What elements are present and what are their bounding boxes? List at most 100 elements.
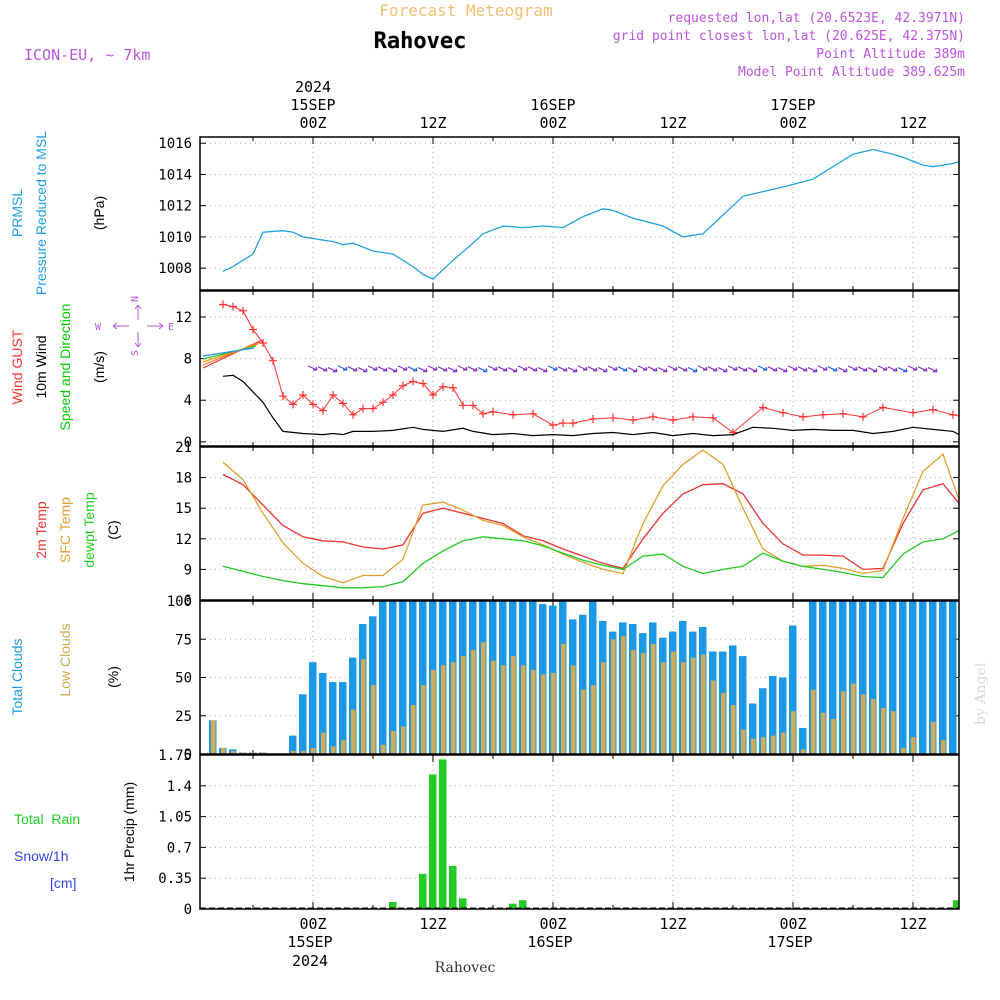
wind-arrow (737, 366, 748, 372)
low-cloud-bar (231, 750, 236, 754)
bottom-date-label: 15SEP (287, 933, 332, 951)
wind-arrow (517, 365, 528, 371)
gust-marker (229, 302, 237, 311)
pressure-grid (200, 137, 959, 290)
gust-line (222, 304, 959, 434)
total-cloud-bar (339, 682, 347, 754)
total-cloud-bar (579, 614, 587, 754)
low-cloud-bar (901, 747, 906, 754)
low-cloud-bar (401, 726, 406, 754)
temperature-plot (222, 449, 959, 589)
gust-marker (609, 413, 617, 422)
ytick-label: 21 (175, 440, 192, 456)
low-cloud-bar (331, 746, 336, 754)
wind-arrow (767, 366, 778, 372)
temperature-yticks: 6 9 12 15 18 21 (175, 440, 959, 609)
wind-arrow (637, 365, 648, 371)
low-cloud-bar (411, 705, 416, 754)
wind-arrow (457, 365, 468, 371)
snow-unit: [cm] (50, 875, 76, 891)
low-cloud-bar (611, 639, 616, 754)
wind-arrow (817, 365, 828, 371)
low-cloud-bar (581, 689, 586, 754)
low-cloud-bar (431, 669, 436, 754)
panel-temperature: 6 9 12 15 18 21 (175, 440, 960, 609)
low-cloud-bar (511, 656, 516, 754)
low-cloud-bar (341, 740, 346, 754)
gust-marker (279, 392, 287, 401)
ytick-label: 0.35 (158, 871, 192, 887)
precipitation-frame (199, 754, 960, 910)
wind-arrow (827, 366, 838, 372)
ytick-label: 1008 (158, 261, 192, 277)
wind-arrow (687, 367, 698, 373)
temperature-grid (200, 447, 959, 600)
total-cloud-bar (859, 601, 867, 754)
wind-arrow (707, 366, 718, 372)
top-tick-label: 00Z (779, 114, 806, 132)
ytick-label: 50 (175, 671, 192, 687)
gust-direction-arrow (202, 341, 261, 366)
wind-arrow (877, 365, 888, 371)
gust-marker (419, 379, 427, 388)
wind-arrow (337, 365, 348, 371)
wind-arrow (627, 367, 638, 373)
panel-wind: 0 4 8 12 (175, 290, 960, 451)
pressure-label-2: Pressure Reduced to MSL (33, 131, 49, 295)
wind-arrow (507, 367, 518, 373)
gust-marker (259, 339, 267, 348)
wind-arrow (417, 367, 428, 373)
low-cloud-bar (931, 721, 936, 754)
bottom-tick-label: 12Z (899, 915, 926, 933)
low-cloud-bar (491, 660, 496, 754)
precipitation-plot (200, 759, 959, 909)
gust-marker (649, 412, 657, 421)
low-cloud-bar (381, 744, 386, 754)
low-cloud-bar (551, 672, 556, 754)
low-cloud-bar (351, 709, 356, 754)
wind-arrow (617, 366, 628, 372)
compass-n: N (130, 296, 141, 302)
total-cloud-bar (759, 688, 767, 754)
gust-direction-arrow (202, 347, 255, 357)
wind-arrow (307, 365, 318, 371)
compass-w: W (95, 322, 102, 333)
total-cloud-bar (769, 676, 777, 754)
total-cloud-bar (929, 601, 937, 754)
point-altitude: Point Altitude 389m (816, 47, 965, 62)
low-cloud-bar (391, 731, 396, 754)
top-time-ticks: 00Z 12Z 00Z 12Z 00Z 12Z (299, 114, 926, 132)
low-cloud-bar (881, 708, 886, 754)
wind-arrow (837, 367, 848, 373)
pressure-plot (222, 148, 959, 280)
gust-marker (469, 401, 477, 410)
wind-arrow (347, 366, 358, 372)
chart-panels: 1008101010121014101604812691215182102550… (158, 136, 960, 918)
wind-arrow (357, 367, 368, 373)
low-cloud-bar (701, 654, 706, 754)
gust-marker (529, 409, 537, 418)
gust-marker (449, 383, 457, 392)
model-label: ICON-EU, ~ 7km (24, 46, 150, 64)
wind-arrow (577, 365, 588, 371)
gust-marker (459, 401, 467, 410)
gust-marker (549, 421, 557, 430)
wind-arrow (317, 366, 328, 372)
requested-coords: requested lon,lat (20.6523E, 42.3971N) (668, 11, 965, 26)
gust-marker (949, 410, 957, 419)
ytick-label: 4 (184, 393, 192, 409)
low-cloud-bar (501, 665, 506, 754)
low-cloud-bar (791, 711, 796, 754)
rain-bar (429, 774, 437, 909)
wind-arrow (427, 365, 438, 371)
ytick-label: 1.75 (158, 748, 192, 764)
top-year: 2024 (295, 78, 331, 96)
low-cloud-bar (741, 729, 746, 754)
top-tick-label: 12Z (419, 114, 446, 132)
wind-direction-arrows (202, 339, 938, 373)
gust-marker (559, 419, 567, 428)
low-cloud-bar (771, 735, 776, 754)
low-cloud-bar (821, 712, 826, 754)
wind-labels: Wind GUST 10m Wind Speed and Direction (… (9, 296, 174, 430)
total-cloud-bar (849, 601, 857, 754)
